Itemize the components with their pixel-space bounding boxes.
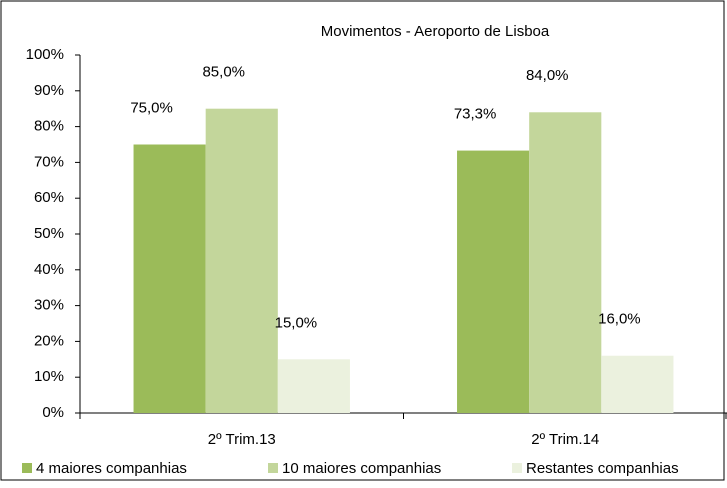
bar <box>277 359 350 413</box>
x-tick-label: 2º Trim.14 <box>531 431 599 448</box>
value-label: 73,3% <box>454 106 497 123</box>
y-tick-label: 80% <box>34 118 64 135</box>
legend-label: 4 maiores companhias <box>36 460 187 477</box>
value-label: 75,0% <box>130 99 173 116</box>
y-tick-label: 90% <box>34 82 64 99</box>
value-label: 16,0% <box>598 311 641 328</box>
y-tick-label: 0% <box>42 404 64 421</box>
y-tick-label: 70% <box>34 153 64 170</box>
bar <box>529 112 602 413</box>
y-tick-label: 10% <box>34 368 64 385</box>
y-tick-label: 60% <box>34 189 64 206</box>
value-label: 84,0% <box>526 67 569 84</box>
y-tick-label: 40% <box>34 261 64 278</box>
legend-label: Restantes companhias <box>526 460 679 477</box>
legend-swatch <box>268 463 278 473</box>
y-tick-label: 30% <box>34 297 64 314</box>
x-tick-label: 2º Trim.13 <box>208 431 276 448</box>
legend-swatch <box>512 463 522 473</box>
bar <box>601 355 674 413</box>
y-tick-label: 100% <box>26 46 64 63</box>
value-label: 85,0% <box>202 64 245 81</box>
chart-title: Movimentos - Aeroporto de Lisboa <box>321 23 550 40</box>
value-label: 15,0% <box>275 314 318 331</box>
y-tick-label: 20% <box>34 332 64 349</box>
bar <box>457 150 530 413</box>
y-tick-label: 50% <box>34 225 64 242</box>
legend-label: 10 maiores companhias <box>282 460 441 477</box>
bar <box>205 108 278 413</box>
bar <box>133 144 206 413</box>
legend-swatch <box>22 463 32 473</box>
